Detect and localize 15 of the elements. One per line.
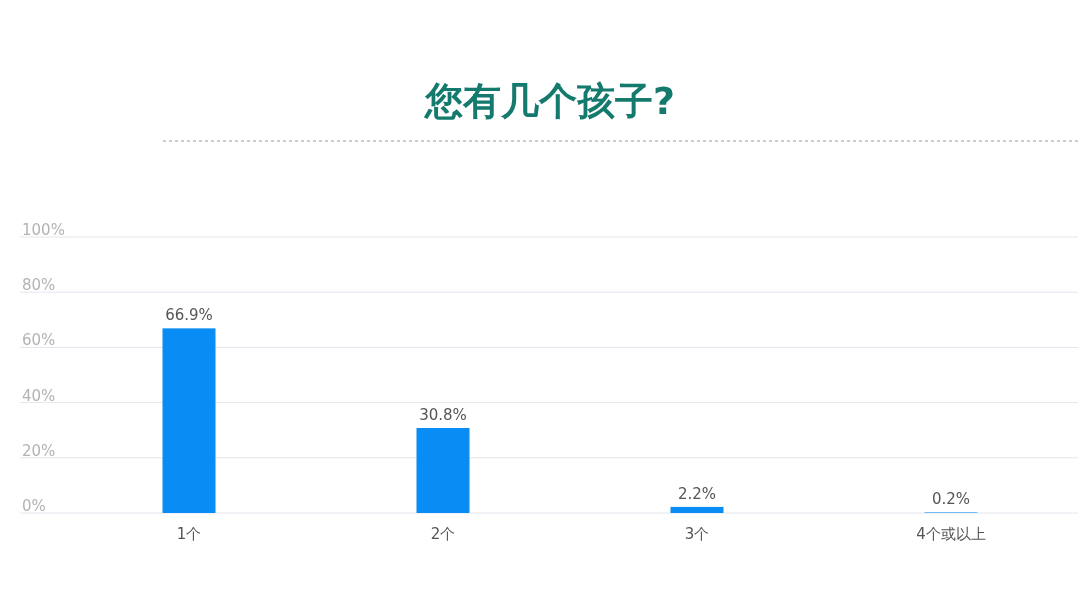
- x-tick-label: 2个: [430, 525, 456, 543]
- y-tick-label: 40%: [22, 386, 56, 405]
- y-tick-label: 0%: [22, 497, 46, 515]
- data-label: 30.8%: [419, 405, 467, 424]
- data-label: 66.9%: [165, 306, 213, 325]
- data-label: 0.2%: [931, 490, 971, 509]
- x-tick-label: 1个: [176, 525, 202, 543]
- data-label: 2.2%: [677, 484, 717, 503]
- y-tick-label: 60%: [22, 331, 56, 350]
- x-tick-label: 4个或以上: [916, 525, 986, 543]
- x-tick-label: 3个: [684, 525, 710, 543]
- y-tick-label: 100%: [22, 221, 65, 239]
- y-tick-label: 20%: [22, 441, 56, 460]
- y-tick-label: 80%: [22, 276, 56, 295]
- chart-title: 您有几个孩子?: [422, 79, 676, 123]
